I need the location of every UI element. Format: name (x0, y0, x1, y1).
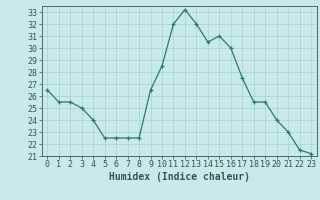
X-axis label: Humidex (Indice chaleur): Humidex (Indice chaleur) (109, 172, 250, 182)
